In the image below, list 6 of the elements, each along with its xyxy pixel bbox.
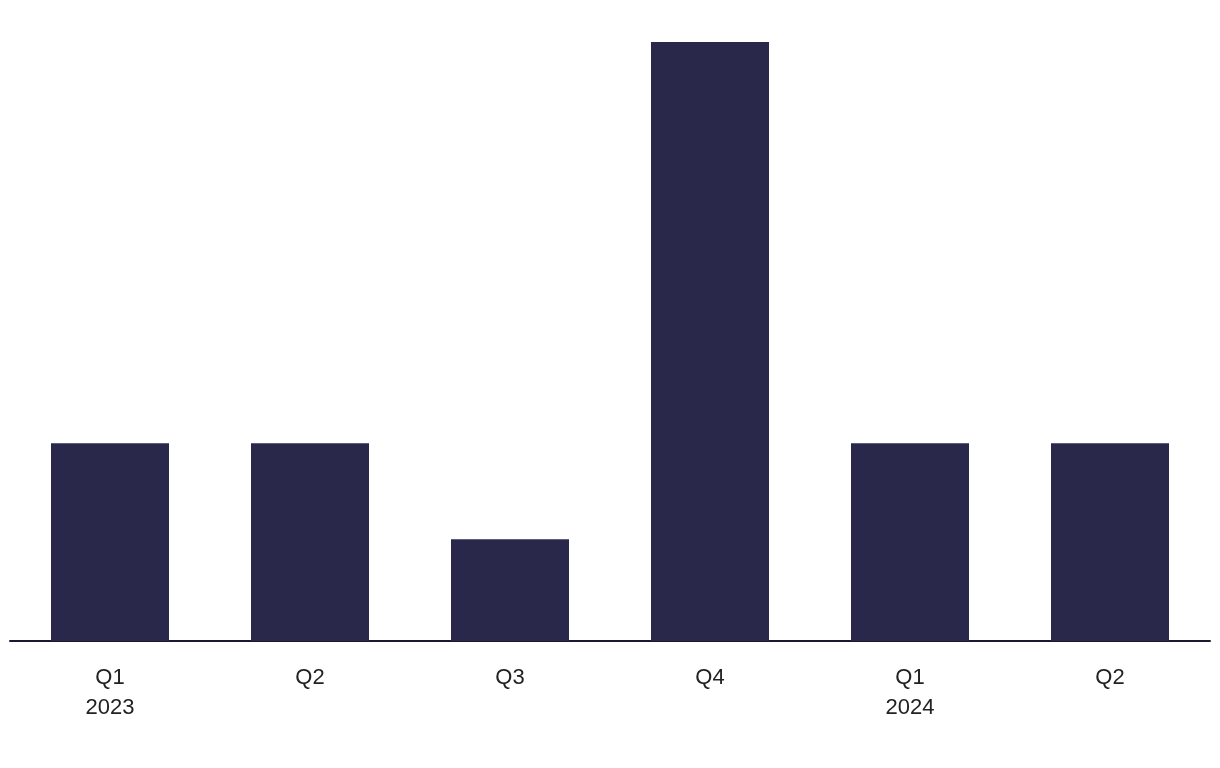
x-tick-label: Q4 <box>695 663 725 689</box>
x-tick-label: Q1 2024 <box>885 663 935 719</box>
x-tick-label: Q1 2023 <box>85 663 135 719</box>
x-tick-label: Q2 <box>295 663 325 689</box>
x-tick-label: Q2 <box>1095 663 1125 689</box>
x-tick-label: Q3 <box>495 663 525 689</box>
